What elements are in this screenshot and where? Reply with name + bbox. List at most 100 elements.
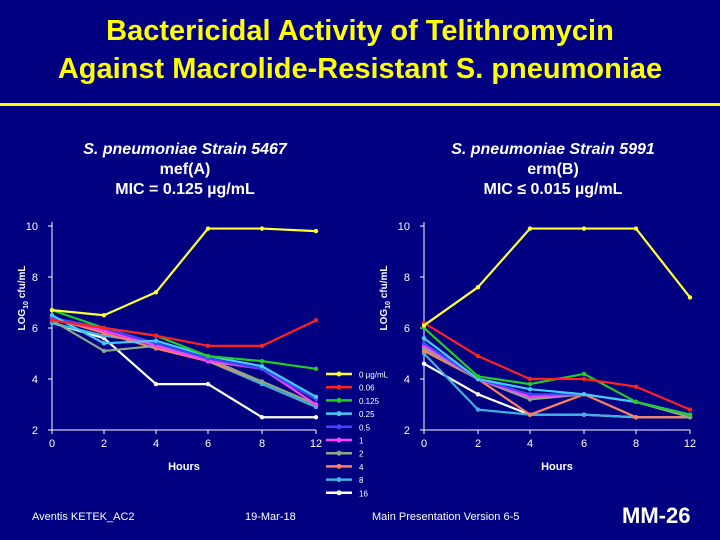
data-point <box>101 325 107 331</box>
data-point <box>475 353 481 359</box>
x-tick-label: 4 <box>527 438 533 450</box>
legend-marker <box>336 450 342 456</box>
series-line-8 <box>423 349 690 419</box>
footer-version: Main Presentation Version 6-5 <box>372 511 520 523</box>
data-point <box>421 341 427 346</box>
y-tick-label: 10 <box>398 221 410 233</box>
y-axis-label: LOG10 cfu/mL <box>379 265 392 330</box>
x-tick-label: 0 <box>49 438 55 450</box>
right-panel-title-mic: MIC ≤ 0.015 µg/mL <box>483 181 623 198</box>
legend-label: 0.25 <box>359 410 375 419</box>
series-line-8 <box>51 316 317 406</box>
data-point <box>101 341 107 346</box>
legend-marker <box>336 463 342 469</box>
legend-marker <box>336 424 342 430</box>
legend-marker <box>336 437 342 443</box>
slide-title-line1: Bactericidal Activity of Telithromycin <box>106 15 614 47</box>
x-tick-label: 12 <box>684 438 696 450</box>
data-point <box>49 307 55 313</box>
x-tick-label: 0 <box>421 438 427 450</box>
x-tick-label: 8 <box>259 438 265 450</box>
series-line-1 <box>51 227 317 317</box>
legend-label: 0.125 <box>359 397 380 406</box>
series-line-7 <box>51 319 317 406</box>
legend-item: 0 µg/mL <box>326 371 389 380</box>
legend-label: 2 <box>359 450 364 459</box>
data-point <box>633 399 639 405</box>
legend-label: 1 <box>359 437 364 446</box>
x-tick-label: 2 <box>101 438 107 450</box>
x-tick-label: 12 <box>310 438 322 450</box>
slide-id: MM-26 <box>622 503 691 528</box>
legend-marker <box>336 397 342 403</box>
data-point <box>421 323 427 328</box>
data-point <box>581 226 587 231</box>
data-point <box>313 228 319 234</box>
data-point <box>153 333 159 338</box>
data-point <box>475 374 481 379</box>
x-axis-label: Hours <box>541 461 573 473</box>
data-point <box>205 381 211 387</box>
y-tick-label: 2 <box>32 425 38 437</box>
data-point <box>527 381 533 387</box>
title-underline <box>0 103 720 106</box>
x-tick-label: 6 <box>581 438 587 450</box>
legend-item: 2 <box>326 450 364 459</box>
data-point <box>259 379 265 384</box>
legend: 0 µg/mL 0.06 0.125 0.25 0.5 1 2 4 8 16 <box>326 371 389 498</box>
legend-item: 0.125 <box>326 397 380 406</box>
data-point <box>101 313 107 318</box>
x-tick-label: 2 <box>475 438 481 450</box>
legend-label: 16 <box>359 489 368 498</box>
series-line-7 <box>423 347 691 419</box>
legend-marker <box>336 411 342 417</box>
data-point <box>313 402 319 407</box>
data-point <box>313 415 319 420</box>
data-point <box>313 394 319 400</box>
left-panel-title: S. pneumoniae Strain 5467 mef(A) MIC = 0… <box>35 140 335 200</box>
data-point <box>687 412 693 417</box>
series-line-4 <box>51 314 317 398</box>
slide-title-line2: Against Macrolide-Resistant S. pneumonia… <box>57 53 663 85</box>
series-line-3 <box>51 309 317 370</box>
plot-area <box>424 226 690 430</box>
data-point <box>259 226 265 231</box>
legend-item: 0.25 <box>326 410 375 419</box>
data-point <box>153 381 159 387</box>
legend-label: 8 <box>359 476 364 485</box>
series-line-4 <box>423 337 691 416</box>
footer-date: 19-Mar-18 <box>245 511 296 523</box>
y-tick-label: 4 <box>32 374 38 386</box>
data-point <box>581 376 587 382</box>
y-tick-label: 8 <box>404 272 410 284</box>
y-tick-label: 6 <box>404 323 410 335</box>
data-point <box>421 361 427 366</box>
legend-marker <box>336 384 342 390</box>
data-point <box>205 353 211 359</box>
x-tick-label: 8 <box>633 438 639 450</box>
legend-marker <box>336 490 342 496</box>
data-point <box>527 376 533 382</box>
data-point <box>313 366 319 371</box>
left-panel-title-mic: MIC = 0.125 µg/mL <box>115 181 255 198</box>
data-point <box>527 387 533 392</box>
legend-label: 0.5 <box>359 423 371 432</box>
data-point <box>633 226 639 231</box>
data-point <box>475 407 481 412</box>
series-line-1 <box>423 227 691 327</box>
x-tick-label: 4 <box>153 438 159 450</box>
data-point <box>49 318 55 323</box>
data-point <box>475 392 481 397</box>
y-axis-label: LOG10 cfu/mL <box>17 265 30 330</box>
legend-marker <box>336 477 342 483</box>
series-line-2 <box>423 321 691 411</box>
data-point <box>475 285 481 290</box>
legend-label: 4 <box>359 463 364 472</box>
legend-marker <box>336 371 342 377</box>
data-point <box>687 295 693 300</box>
data-point <box>205 343 211 349</box>
y-tick-label: 4 <box>404 374 410 386</box>
legend-item: 0.5 <box>326 423 371 432</box>
data-point <box>527 226 533 231</box>
